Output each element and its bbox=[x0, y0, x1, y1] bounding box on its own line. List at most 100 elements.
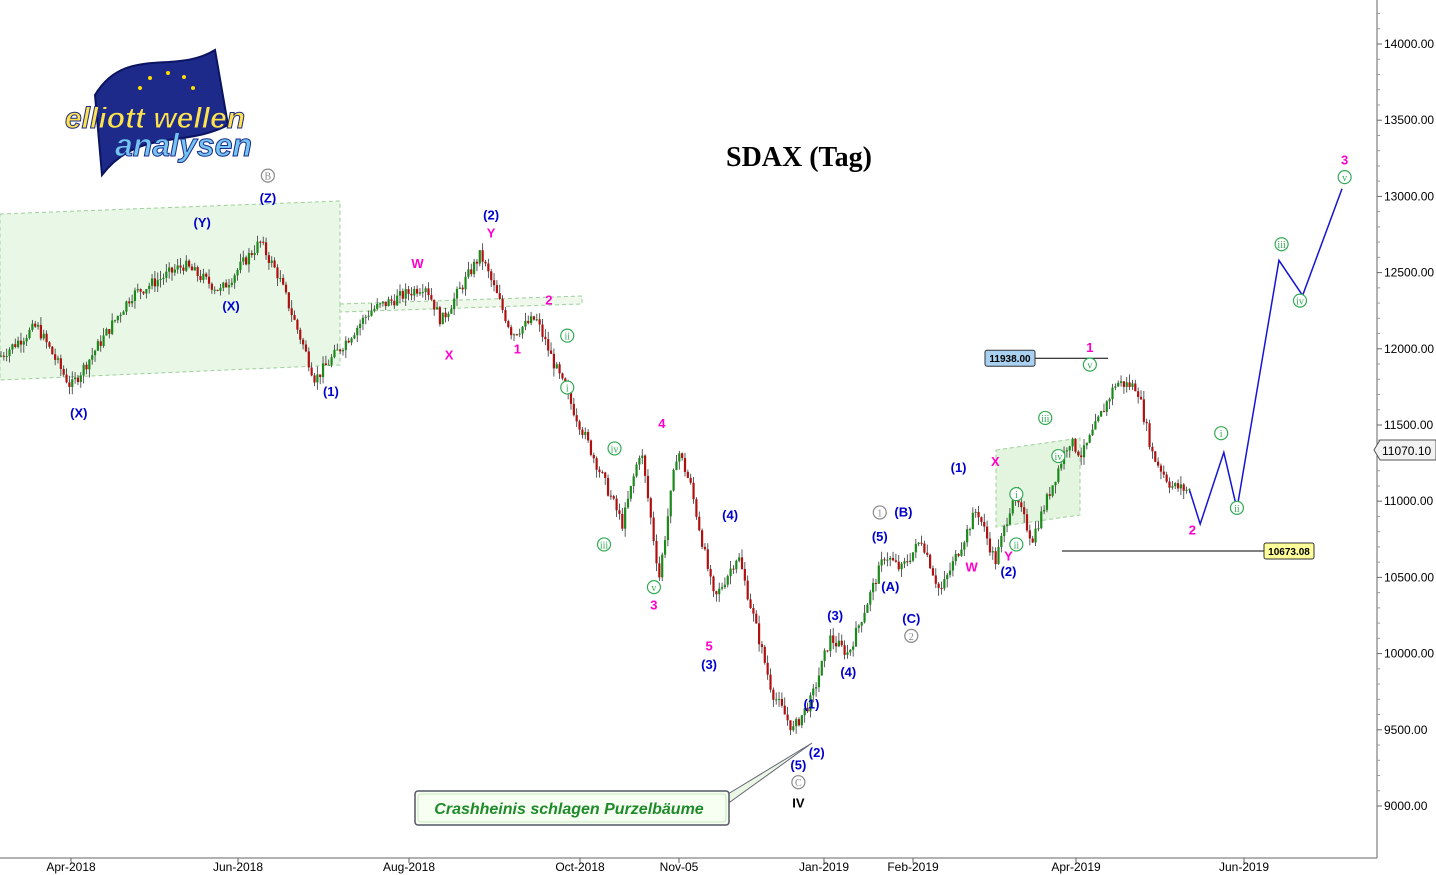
candle-body bbox=[222, 282, 225, 288]
candle-body bbox=[1125, 382, 1128, 387]
wave-label: 4 bbox=[658, 416, 666, 431]
candle-body bbox=[210, 283, 213, 290]
wave-label: 1 bbox=[877, 508, 882, 519]
candle-body bbox=[1171, 486, 1174, 488]
candle-body bbox=[236, 270, 239, 276]
level-tag-11938 bbox=[984, 349, 1036, 367]
candle-body bbox=[68, 382, 71, 388]
wave-label: iii bbox=[1041, 414, 1050, 425]
candle-body bbox=[766, 662, 769, 675]
candle-body bbox=[515, 334, 518, 336]
candle-body bbox=[792, 726, 795, 731]
candle-body bbox=[361, 317, 365, 324]
candle-body bbox=[911, 552, 915, 561]
candle-body bbox=[401, 291, 404, 299]
candle-body bbox=[1094, 421, 1097, 430]
candle-body bbox=[0, 355, 3, 357]
candle-body bbox=[635, 464, 638, 477]
candle-body bbox=[302, 339, 305, 345]
candle-body bbox=[290, 308, 293, 316]
candle-body bbox=[202, 273, 205, 280]
candle-body bbox=[287, 292, 290, 309]
last-price-tag: 11070.10 bbox=[1373, 439, 1436, 461]
candle-body bbox=[347, 340, 350, 343]
candle-body bbox=[1100, 411, 1103, 417]
candle-body bbox=[102, 335, 105, 346]
wave-label: IV bbox=[792, 796, 805, 811]
candle-body bbox=[569, 392, 573, 404]
candle-body bbox=[604, 472, 607, 478]
y-tick-label: 14000.00 bbox=[1384, 37, 1434, 51]
candle-body bbox=[903, 561, 906, 564]
wave-label: (3) bbox=[701, 657, 717, 672]
candle-body bbox=[974, 511, 977, 513]
wave-label: B bbox=[265, 172, 272, 183]
candle-body bbox=[874, 582, 878, 584]
candle-body bbox=[909, 560, 912, 562]
candle-body bbox=[1085, 442, 1088, 446]
candle-body bbox=[914, 543, 917, 553]
wave-label-circle bbox=[596, 537, 612, 552]
candle-body bbox=[447, 313, 450, 318]
candle-body bbox=[1168, 481, 1171, 488]
candle-body bbox=[869, 592, 872, 605]
candle-body bbox=[245, 257, 248, 265]
candle-body bbox=[1174, 483, 1177, 487]
candle-body bbox=[1188, 489, 1191, 491]
candle-body bbox=[467, 269, 470, 277]
wave-label: 1 bbox=[514, 341, 521, 356]
candle-body bbox=[966, 529, 969, 543]
candle-body bbox=[142, 291, 145, 294]
candle-body bbox=[71, 379, 74, 388]
candle-body bbox=[159, 278, 162, 281]
candle-body bbox=[282, 277, 285, 285]
candle-body bbox=[1054, 481, 1057, 486]
candle-body bbox=[980, 517, 983, 522]
wave-label: 3 bbox=[650, 597, 657, 612]
candle-body bbox=[1048, 494, 1051, 496]
candle-body bbox=[267, 255, 270, 263]
candle-body bbox=[809, 695, 812, 712]
candle-body bbox=[712, 576, 715, 592]
candle-body bbox=[512, 334, 516, 336]
candle-body bbox=[678, 453, 681, 462]
candle-body bbox=[28, 329, 31, 339]
candle-body bbox=[803, 708, 806, 716]
candle-body bbox=[552, 353, 555, 369]
wave-label-circle bbox=[1274, 237, 1289, 252]
candle-body bbox=[404, 289, 407, 299]
candle-body bbox=[165, 271, 168, 278]
wave-label: i bbox=[1220, 429, 1223, 440]
candle-body bbox=[11, 344, 14, 350]
candle-body bbox=[703, 546, 707, 550]
candle-body bbox=[538, 319, 541, 325]
candle-body bbox=[894, 560, 897, 562]
candle-body bbox=[370, 310, 373, 316]
candle-body bbox=[1131, 383, 1134, 387]
candle-body bbox=[632, 476, 635, 486]
candle-body bbox=[829, 635, 832, 652]
wave-label: (Y) bbox=[194, 215, 211, 230]
candle-body bbox=[475, 261, 479, 264]
wave-label: (B) bbox=[894, 504, 912, 519]
candle-body bbox=[148, 285, 151, 290]
candle-body bbox=[239, 261, 242, 271]
candle-body bbox=[313, 375, 316, 383]
candle-body bbox=[1028, 530, 1031, 539]
wave-label: (4) bbox=[840, 664, 856, 679]
candle-body bbox=[695, 499, 698, 517]
wave-label: (5) bbox=[872, 529, 888, 544]
candle-body bbox=[997, 546, 1000, 565]
candle-body bbox=[273, 260, 276, 268]
candle-body bbox=[1020, 502, 1023, 508]
candle-body bbox=[758, 623, 761, 645]
candle-body bbox=[1003, 526, 1006, 537]
candle-body bbox=[991, 551, 994, 553]
wave-label: (X) bbox=[70, 405, 87, 420]
candle-body bbox=[1122, 381, 1125, 387]
candle-body bbox=[943, 579, 946, 589]
candle-body bbox=[1060, 464, 1063, 469]
candle-body bbox=[749, 599, 752, 609]
candle-body bbox=[815, 687, 818, 689]
